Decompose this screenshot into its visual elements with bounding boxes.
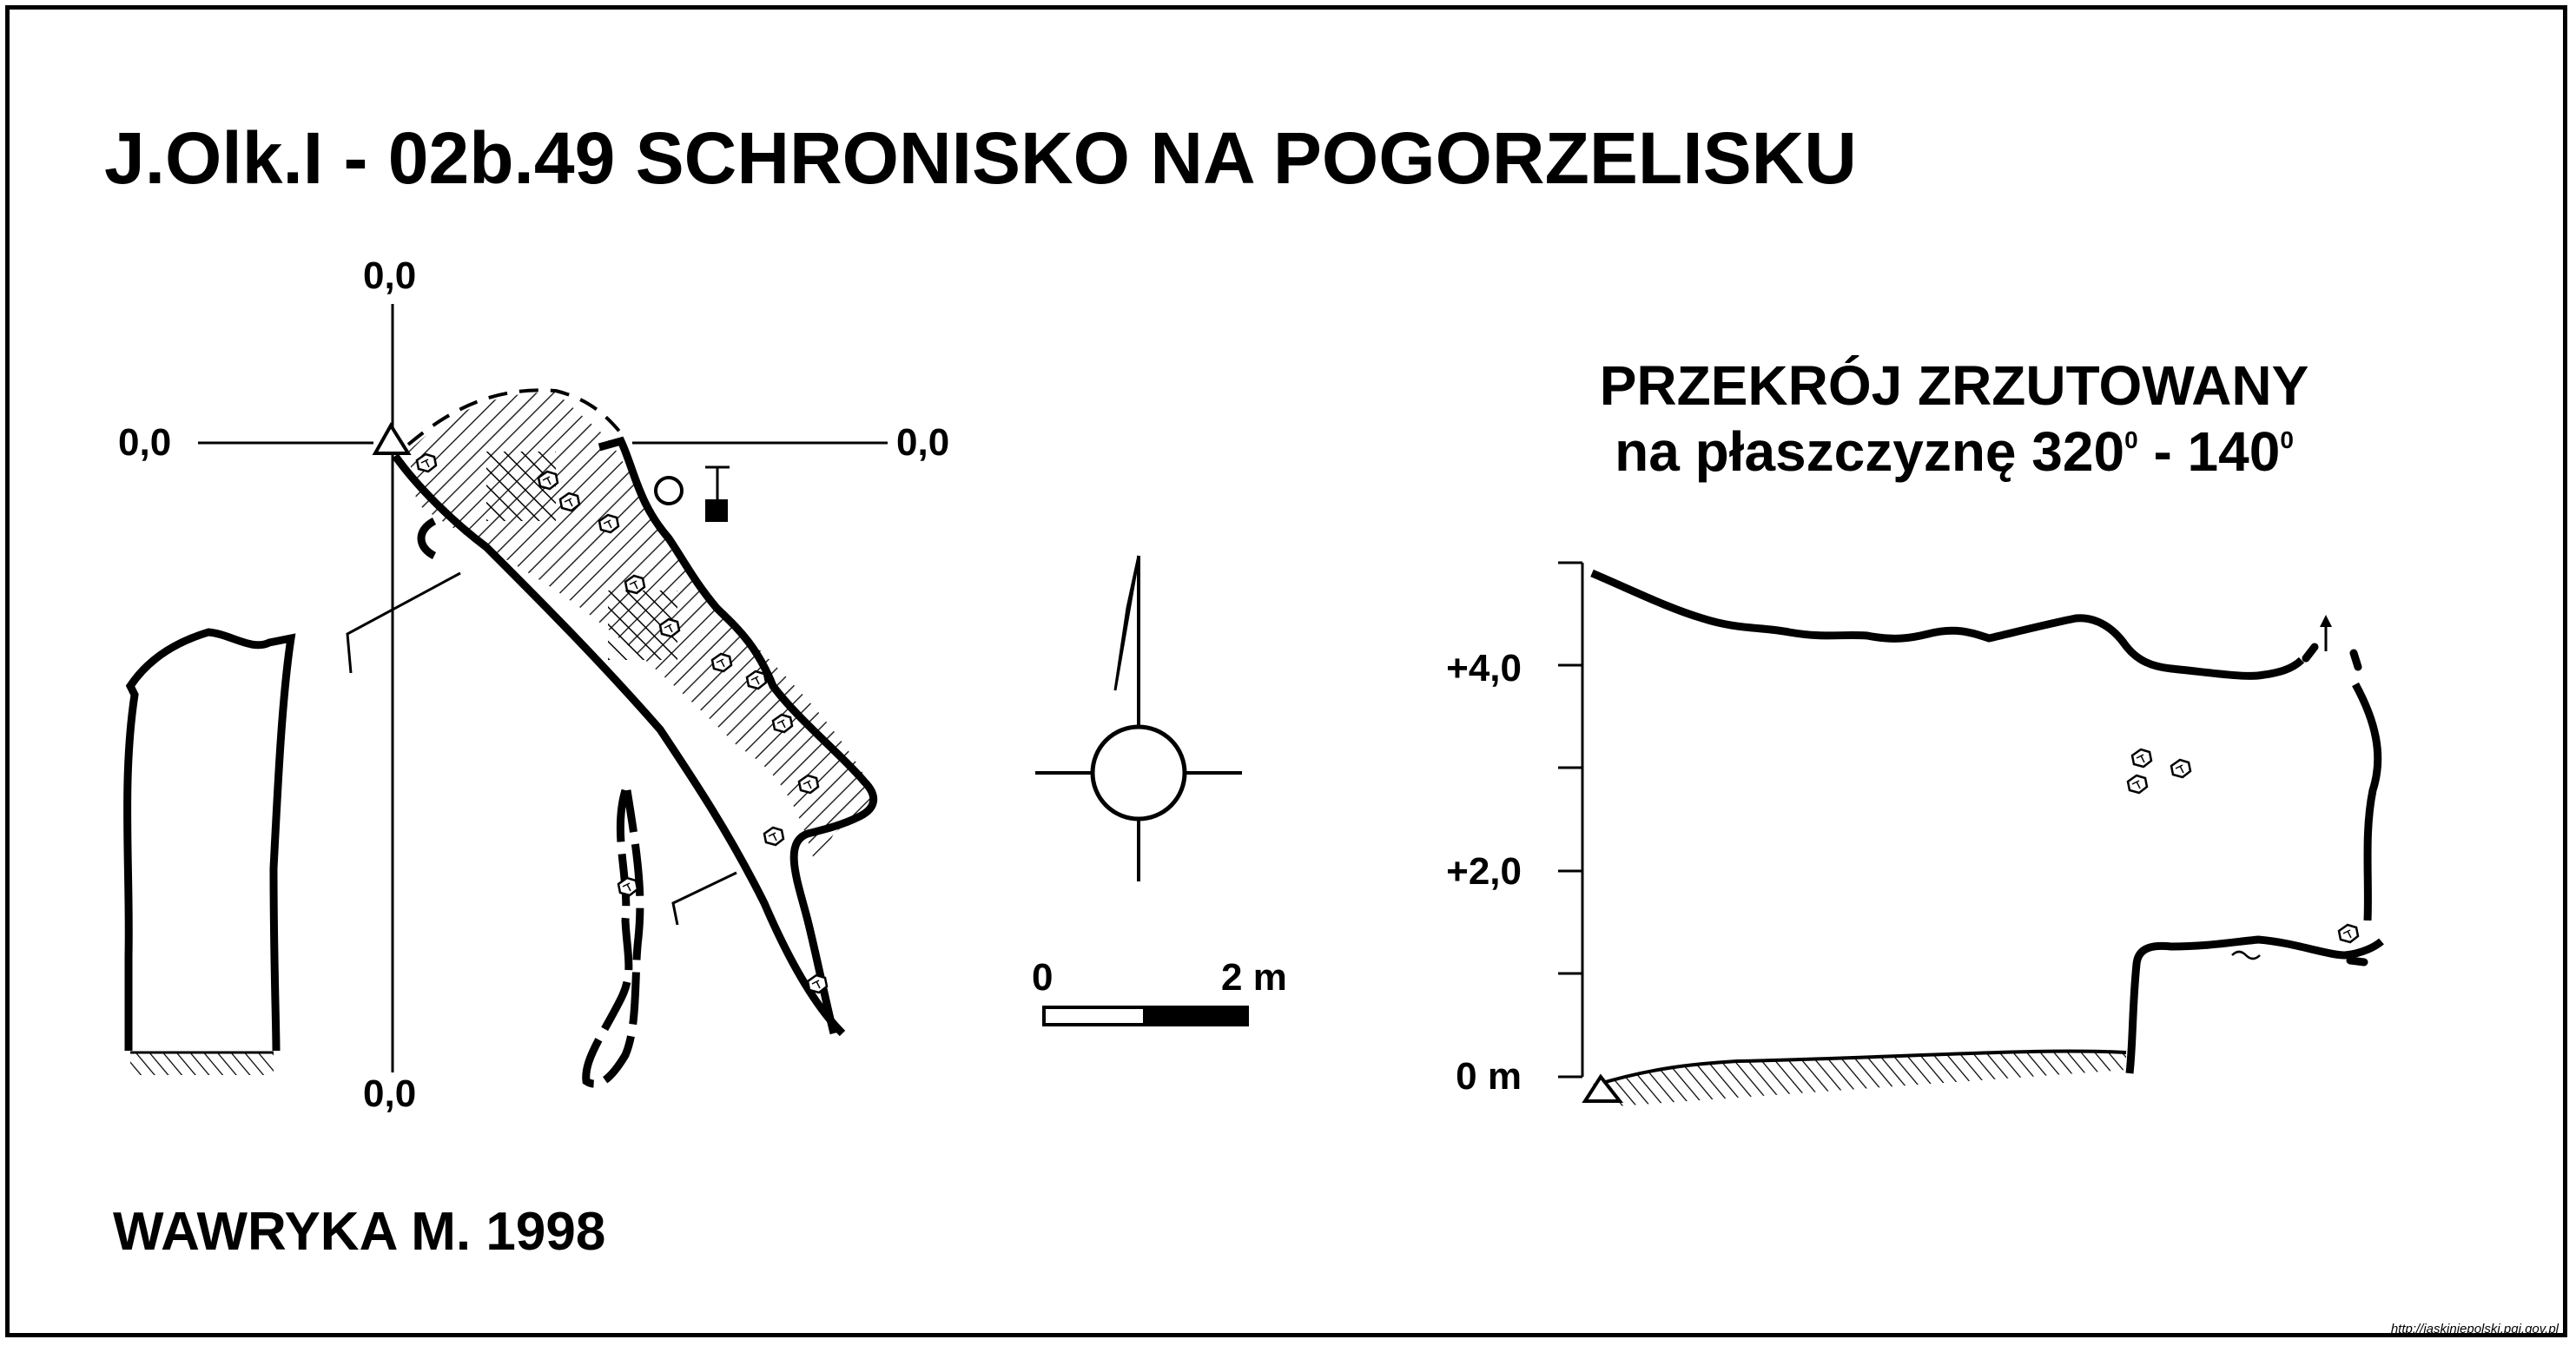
section-line-arrow-1 (346, 571, 461, 674)
scale-end-label: 2 m (1221, 956, 1287, 999)
north-circle-icon (1090, 724, 1187, 821)
survey-station-icon (372, 422, 412, 455)
border-frame (5, 5, 2567, 1337)
squiggle-icon (2231, 950, 2261, 960)
plan-wall-niche (417, 517, 437, 560)
section-plane-text: na płaszczyznę 320 (1615, 420, 2125, 483)
cross-section-left (123, 628, 296, 1052)
cross-section-left-ground (130, 1052, 274, 1075)
north-arrow (1035, 555, 1242, 881)
section-ceiling (1590, 569, 2305, 680)
cross-section-middle (582, 788, 644, 1088)
section-view (1558, 561, 2384, 1106)
spiral-icon (654, 476, 684, 505)
section-title-line2: na płaszczyznę 3200 - 1400 (1520, 424, 2388, 479)
source-credit: http://jaskiniepolski.pgi.gov.pl (2390, 1322, 2559, 1336)
section-title-line1: PRZEKRÓJ ZRZUTOWANY (1599, 354, 2309, 417)
degree-mark-2: 0 (2280, 426, 2294, 453)
degree-mark-1: 0 (2124, 426, 2138, 453)
scale-start-label: 0 (1032, 956, 1054, 999)
plan-dripline (406, 388, 627, 446)
axis-label-0: 0 m (1456, 1055, 1522, 1098)
plan-view (123, 304, 888, 1088)
axis-label-4: +4,0 (1446, 647, 1522, 689)
axis-label-2: +2,0 (1446, 850, 1522, 893)
north-needle-icon (1113, 555, 1140, 691)
section-line-arrow-2 (671, 871, 737, 926)
coord-top: 0,0 (363, 254, 417, 297)
coord-left: 0,0 (118, 421, 172, 464)
plan-wall-right (598, 436, 878, 1035)
coord-bottom: 0,0 (363, 1072, 417, 1115)
scale-bar (1042, 1006, 1249, 1026)
section-ledge (2125, 935, 2384, 1074)
section-right-wall (2352, 682, 2382, 921)
section-station-icon (1582, 1073, 1624, 1103)
coord-right: 0,0 (896, 421, 950, 464)
section-floor-hatch (1594, 1051, 2126, 1106)
plan-wall-left (392, 453, 846, 1037)
author-credit: WAWRYKA M. 1998 (113, 1202, 606, 1262)
section-plane-text-2: - 140 (2137, 420, 2281, 483)
plan-floor-hatch-b (486, 452, 677, 660)
map-title: J.Olk.I - 02b.49 SCHRONISKO NA POGORZELI… (104, 117, 1857, 199)
